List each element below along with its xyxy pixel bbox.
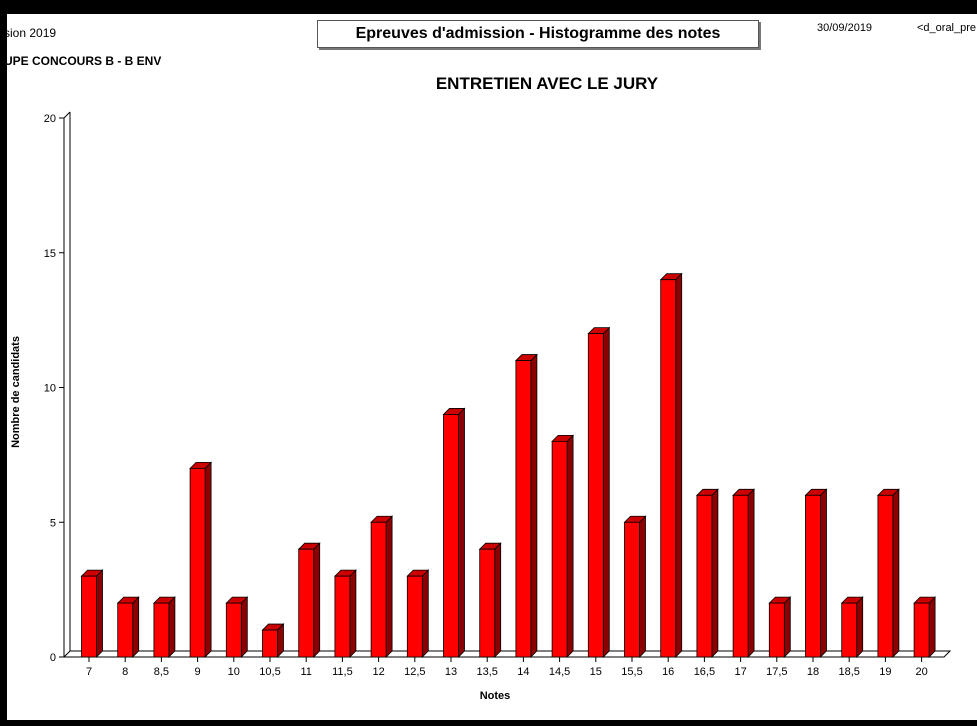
bar [624,521,640,658]
bar [660,279,677,658]
bar [406,575,423,658]
x-tick-label: 10,5 [259,666,280,678]
y-tick-label: 20 [44,113,56,125]
histogram-chart: 0 5 10 15 20 7 8 8,5 9 10 10,5 11 11,5 12 12,5 13 13,5 14… [10,111,952,702]
x-tick-label: 15,5 [621,666,642,678]
bar-side [530,353,538,658]
bar-side [675,272,683,658]
x-tick-label: 8 [122,666,128,678]
x-tick-label: 16,5 [694,666,715,678]
y-tick-label: 10 [44,383,56,395]
y-tick-label: 15 [44,248,56,260]
x-tick-label: 12,5 [404,666,425,678]
report-title: Epreuves d'admission - Histogramme des n… [355,25,721,42]
x-tick-label: 16 [662,666,674,678]
bar-side [132,596,140,658]
bar [696,494,713,658]
report-date: 30/09/2019 [817,22,873,34]
x-tick-label: 7 [86,666,92,678]
y-axis-title: Nombre de candidats [10,336,22,448]
x-tick-label: 19 [879,666,891,678]
bar-side [204,461,212,658]
x-tick-label: 11 [300,666,311,678]
bar-side [711,488,719,658]
bar [587,333,604,658]
bar [732,494,749,658]
x-tick-label: 18 [807,666,819,678]
x-tick-label: 10 [228,666,240,678]
bar-side [892,488,900,658]
x-tick-label: 13,5 [476,666,497,678]
bar-side [349,569,357,658]
bar [443,414,459,658]
x-tick-label: 20 [915,666,927,678]
report-title-box: Epreuves d'admission - Histogramme des n… [317,20,759,48]
bar [877,494,894,658]
bar [515,360,532,658]
x-tick-label: 17,5 [766,666,787,678]
x-axis-floor [62,650,952,658]
y-axis-top-edge [63,111,71,119]
x-tick-label: 14,5 [549,666,570,678]
bar-side [602,326,610,658]
bar [370,521,387,658]
bar [153,602,170,658]
bar-side [96,569,103,658]
x-tick-label: 8,5 [154,666,169,678]
bar [298,548,315,658]
bar [805,494,821,658]
bar [551,440,568,658]
chart-title: ENTRETIEN AVEC LE JURY [435,74,659,93]
y-tick-label: 0 [50,652,56,664]
bar [841,602,858,658]
bar-side [820,488,827,658]
x-tick-label: 15 [590,666,602,678]
bar [262,629,278,658]
bar [225,602,242,658]
bar-side [566,434,574,658]
report-code: <d_oral_pre [917,22,977,34]
bar-side [240,596,248,658]
y-tick-label: 5 [50,517,56,529]
bar-side [494,542,502,658]
group-label: UPE CONCOURS B - B ENV [7,54,162,68]
x-tick-label: 9 [195,666,201,678]
bar [189,467,206,658]
x-tick-label: 17 [734,666,746,678]
bar-side [458,407,465,658]
bar [117,602,134,658]
x-tick-label: 11,5 [332,666,353,678]
bar-side [783,596,791,658]
bar-side [639,515,646,658]
bar [334,575,351,658]
bar-side [168,596,176,658]
bar-side [747,488,755,658]
bar-side [313,542,321,658]
session-label: sion 2019 [7,26,57,40]
x-tick-label: 12 [372,666,384,678]
bar-side [421,569,429,658]
bar [913,602,930,658]
x-tick-label: 14 [517,666,529,678]
bar-side [928,596,936,658]
bar [81,575,97,658]
bar [768,602,785,658]
x-tick-label: 13 [445,666,457,678]
x-tick-label: 18,5 [838,666,859,678]
bar-side [385,515,393,658]
x-axis-title: Notes [480,690,511,702]
report-frame: sion 2019 UPE CONCOURS B - B ENV Epreuve… [7,14,977,720]
bar-side [856,596,864,658]
bar [479,548,496,658]
